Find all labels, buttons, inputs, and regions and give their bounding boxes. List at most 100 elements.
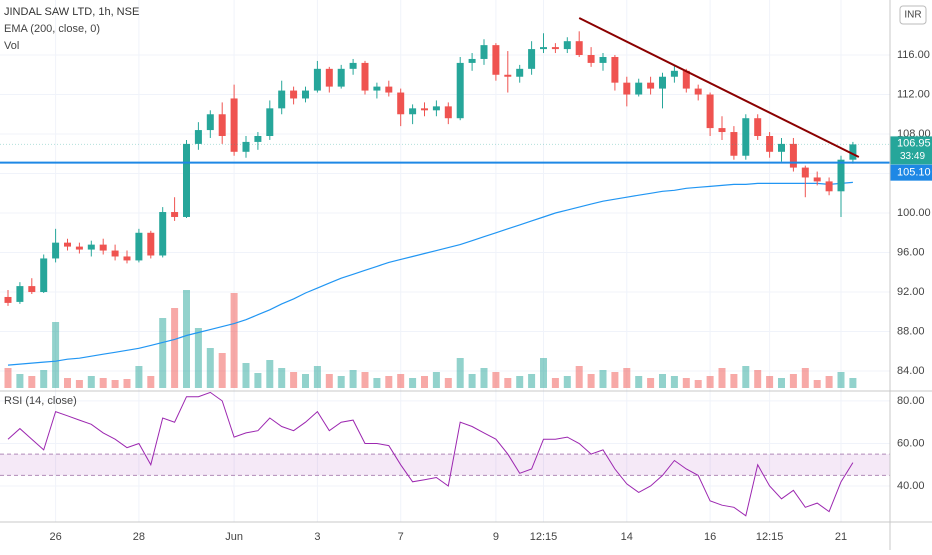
candle-body bbox=[87, 244, 95, 250]
volume-bar bbox=[659, 374, 666, 388]
candle-body bbox=[742, 118, 750, 156]
candle-body bbox=[206, 114, 214, 131]
volume-bar bbox=[290, 372, 298, 388]
candle-body bbox=[504, 74, 512, 77]
plot-layer: 84.0088.0092.0096.00100.00104.00108.0011… bbox=[0, 0, 932, 543]
candle-body bbox=[361, 62, 369, 91]
volume-bar bbox=[706, 376, 714, 388]
y-tick-label: 100.00 bbox=[897, 207, 931, 219]
candle-body bbox=[575, 41, 583, 56]
candle-body bbox=[397, 92, 405, 115]
volume-bar bbox=[194, 328, 202, 388]
volume-bar bbox=[718, 368, 726, 388]
rsi-band bbox=[0, 454, 890, 476]
volume-bar bbox=[837, 372, 845, 388]
candle-body bbox=[766, 135, 774, 152]
candle-body bbox=[75, 246, 83, 250]
candle-body bbox=[242, 141, 250, 152]
rsi-tick-label: 60.00 bbox=[897, 437, 925, 449]
candle-body bbox=[801, 167, 809, 178]
currency-button[interactable] bbox=[899, 5, 927, 25]
volume-bar bbox=[254, 373, 262, 388]
candle-body bbox=[635, 82, 643, 95]
candle-body bbox=[385, 86, 393, 93]
candle-body bbox=[540, 47, 547, 50]
support-label: 105.10 bbox=[897, 167, 931, 179]
candle-body bbox=[789, 143, 797, 168]
rsi-line bbox=[7, 391, 854, 517]
volume-bar bbox=[313, 366, 321, 388]
candle-body bbox=[99, 244, 107, 251]
x-tick-label: 14 bbox=[621, 531, 633, 543]
x-tick-label: 21 bbox=[835, 531, 847, 543]
candle-body bbox=[468, 58, 476, 63]
candle-body bbox=[647, 82, 655, 89]
x-tick-label: 26 bbox=[49, 531, 61, 543]
volume-bar bbox=[123, 379, 131, 388]
candle-body bbox=[421, 108, 428, 111]
volume-bar bbox=[456, 358, 464, 388]
candle-body bbox=[813, 177, 821, 182]
candle-body bbox=[528, 49, 536, 69]
volume-label: Vol bbox=[4, 40, 19, 52]
volume-bar bbox=[4, 368, 12, 388]
volume-bar bbox=[563, 376, 571, 388]
candle-body bbox=[599, 56, 607, 63]
last-price-label: 106.95 bbox=[897, 137, 931, 149]
volume-bar bbox=[230, 293, 238, 388]
volume-bar bbox=[682, 378, 690, 388]
rsi-tick-label: 80.00 bbox=[897, 395, 925, 407]
candle-body bbox=[849, 144, 857, 160]
candle-body bbox=[837, 159, 845, 192]
volume-bar bbox=[623, 368, 631, 388]
candle-body bbox=[123, 256, 131, 261]
y-tick-label: 84.00 bbox=[897, 365, 925, 377]
y-tick-label: 96.00 bbox=[897, 246, 925, 258]
ema-line bbox=[7, 181, 853, 366]
volume-bar bbox=[587, 374, 595, 388]
candle-body bbox=[337, 68, 345, 87]
candle-body bbox=[670, 70, 678, 77]
volume-bar bbox=[325, 374, 333, 388]
candle-body bbox=[28, 286, 36, 293]
volume-bar bbox=[16, 374, 24, 388]
y-tick-label: 88.00 bbox=[897, 325, 925, 337]
x-tick-label: 16 bbox=[704, 531, 716, 543]
volume-bar bbox=[825, 376, 833, 388]
volume-bar bbox=[575, 366, 583, 388]
rsi-tick-label: 40.00 bbox=[897, 480, 925, 492]
currency-label[interactable]: INR bbox=[904, 10, 921, 21]
trend-line bbox=[578, 17, 860, 158]
volume-bar bbox=[337, 376, 345, 388]
volume-bar bbox=[147, 376, 155, 388]
candle-body bbox=[218, 114, 226, 136]
candle-body bbox=[516, 68, 524, 77]
y-tick-label: 112.00 bbox=[897, 88, 930, 100]
countdown-label: 33:49 bbox=[900, 151, 925, 162]
candle-body bbox=[159, 212, 167, 256]
volume-bar bbox=[159, 318, 167, 388]
volume-bar bbox=[778, 378, 785, 388]
candle-body bbox=[52, 242, 60, 259]
candle-body bbox=[778, 143, 785, 152]
candle-body bbox=[492, 45, 500, 75]
candle-body bbox=[111, 250, 119, 257]
volume-bar bbox=[444, 378, 452, 388]
volume-bar bbox=[111, 380, 119, 388]
volume-bar bbox=[516, 376, 524, 388]
volume-bar bbox=[432, 372, 440, 388]
candle-body bbox=[349, 62, 357, 69]
volume-bar bbox=[468, 374, 476, 388]
candle-body bbox=[623, 82, 631, 95]
candle-body bbox=[194, 130, 202, 144]
x-tick-label: 12:15 bbox=[756, 531, 784, 543]
volume-bar bbox=[801, 368, 809, 388]
volume-bar bbox=[694, 380, 702, 388]
volume-bar bbox=[409, 378, 417, 388]
volume-bar bbox=[373, 378, 381, 388]
candle-body bbox=[706, 94, 714, 129]
candle-body bbox=[754, 118, 762, 136]
y-tick-label: 116.00 bbox=[897, 49, 930, 61]
candle-body bbox=[147, 232, 155, 256]
